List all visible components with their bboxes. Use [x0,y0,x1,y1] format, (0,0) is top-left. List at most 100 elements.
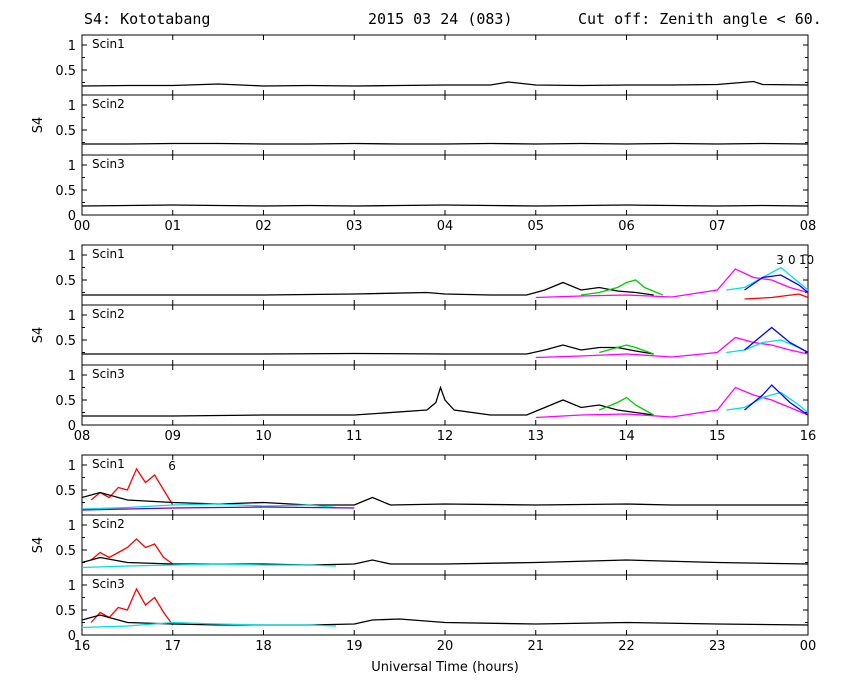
panel-frame [81,244,809,306]
series-line [82,142,809,145]
x-tick-label: 07 [709,219,726,234]
y-tick-label: 0.5 [55,274,76,289]
y-tick-label: 0.5 [55,604,76,619]
y-tick-label: 1 [68,159,76,174]
y-tick-label: 1 [68,309,76,324]
series-line [90,538,174,565]
panel-label: Scin1 [92,457,125,471]
x-tick-label: 00 [800,639,817,654]
panel-label: Scin2 [92,307,125,321]
panel-frame [81,304,809,366]
series-line [81,80,809,87]
series-line [81,614,809,626]
x-tick-label: 17 [164,639,181,654]
series-line [726,266,809,291]
y-tick-label: 1 [68,249,76,264]
x-tick-label: 13 [527,429,544,444]
station-title: S4: Kototabang [84,10,211,28]
series-line [81,556,809,566]
series-line [535,336,809,359]
y-axis-label: S4 [31,117,46,134]
x-tick-label: 10 [255,429,272,444]
series-line [535,268,809,299]
series-line [726,391,809,414]
x-tick-label: 16 [74,639,91,654]
x-tick-label: 11 [346,429,363,444]
x-tick-label: 05 [527,219,544,234]
y-tick-label: 1 [68,579,76,594]
series-line [81,204,809,207]
series-line [744,293,809,300]
x-tick-label: 00 [74,219,91,234]
y-tick-label: 1 [68,459,76,474]
date-title: 2015 03 24 (083) [368,10,513,28]
series-line [90,467,174,506]
x-tick-label: 22 [618,639,635,654]
panel-frame [81,574,809,636]
x-tick-label: 03 [346,219,363,234]
series-line [82,281,654,296]
x-tick-label: 08 [74,429,91,444]
panel-frame [81,34,809,96]
panel-frame [81,514,809,576]
series-line [81,563,337,569]
x-tick-label: 15 [709,429,726,444]
series-line [744,274,809,294]
series-annotation: 10 [799,253,814,267]
y-tick-label: 0 [68,629,76,644]
y-tick-label: 0 [68,209,76,224]
y-tick-label: 0.5 [55,64,76,79]
series-line [82,385,654,417]
y-tick-label: 0.5 [55,184,76,199]
x-tick-label: 02 [255,219,272,234]
series-line [744,384,809,416]
y-tick-label: 0.5 [55,334,76,349]
y-axis-label: S4 [31,537,46,554]
y-tick-label: 1 [68,39,76,54]
y-axis-label: S4 [31,327,46,344]
x-tick-label: 14 [618,429,635,444]
y-tick-label: 1 [68,99,76,114]
panel-label: Scin3 [92,367,125,381]
y-tick-label: 0 [68,419,76,434]
panel-frame [81,454,809,516]
panel-label: Scin2 [92,517,125,531]
x-tick-label: 08 [800,219,817,234]
x-tick-label: 04 [437,219,454,234]
panel-label: Scin3 [92,157,125,171]
series-annotation: 6 [168,459,176,473]
series-line [81,491,808,506]
y-tick-label: 0.5 [55,394,76,409]
x-axis-label: Universal Time (hours) [371,660,519,675]
series-line [81,506,355,511]
series-line [81,503,337,510]
x-tick-label: 16 [800,429,817,444]
x-tick-label: 20 [437,639,454,654]
series-line [81,621,337,629]
y-tick-label: 0.5 [55,544,76,559]
x-tick-label: 21 [527,639,544,654]
series-line [599,396,655,416]
panel-label: Scin2 [92,97,125,111]
x-tick-label: 12 [437,429,454,444]
series-line [744,326,809,354]
series-line [90,587,174,626]
series-annotation: 0 [788,253,796,267]
panel-label: Scin1 [92,37,125,51]
y-tick-label: 0.5 [55,484,76,499]
cutoff-title: Cut off: Zenith angle < 60. [578,10,822,28]
y-tick-label: 1 [68,369,76,384]
series-line [535,386,809,419]
series-annotation: 3 [776,253,784,267]
x-tick-label: 19 [346,639,363,654]
panel-label: Scin3 [92,577,125,591]
series-line [581,279,664,296]
x-tick-label: 23 [709,639,726,654]
x-tick-label: 18 [255,639,272,654]
series-line [599,344,654,355]
y-tick-label: 0.5 [55,124,76,139]
panel-frame [81,94,809,156]
y-tick-label: 1 [68,519,76,534]
panel-label: Scin1 [92,247,125,261]
